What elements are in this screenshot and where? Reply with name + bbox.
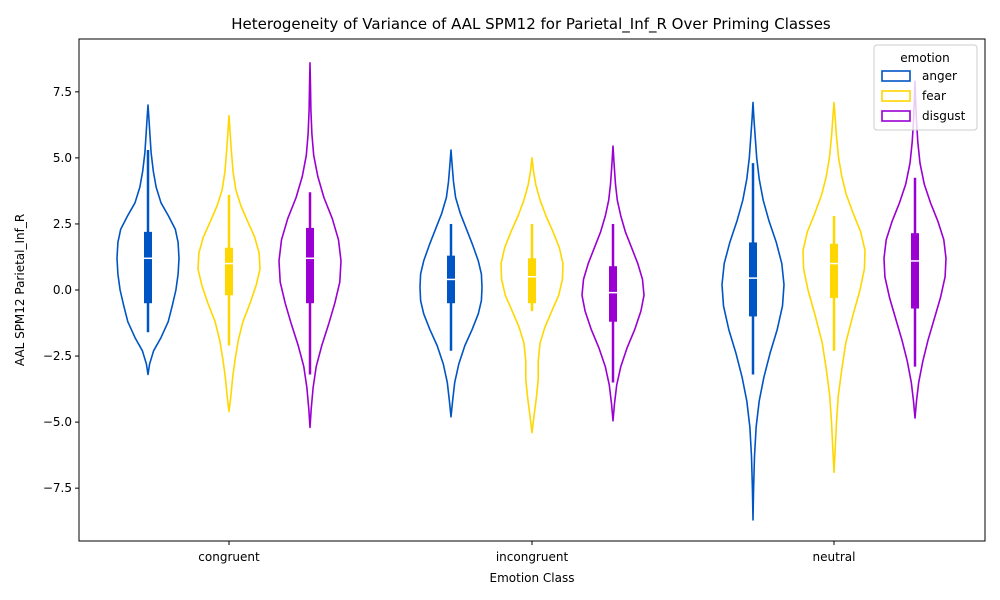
x-axis-label: Emotion Class: [490, 571, 575, 585]
violin-iqr-box: [830, 243, 838, 298]
y-tick-label: 0.0: [53, 283, 72, 297]
legend-title: emotion: [900, 51, 949, 65]
y-axis-label: AAL SPM12 Parietal_Inf_R: [13, 214, 27, 366]
y-axis: −7.5 −5.0 −2.5 0.0 2.5 5.0 7.5: [43, 85, 79, 495]
violin-iqr-box: [306, 227, 314, 304]
x-axis: congruent incongruent neutral: [198, 541, 855, 564]
violin-iqr-box: [609, 266, 617, 322]
x-tick-label: incongruent: [496, 550, 569, 564]
series-anger: [116, 101, 785, 521]
violin-iqr-box: [528, 258, 536, 304]
legend-swatch-disgust: [881, 110, 911, 122]
legend-label-disgust: disgust: [922, 109, 966, 123]
legend-swatch-fear: [881, 90, 911, 102]
violin-outline: [500, 157, 564, 434]
violin-outline: [278, 62, 342, 429]
y-tick-label: −2.5: [43, 349, 72, 363]
y-tick-label: 2.5: [53, 217, 72, 231]
violin-iqr-box: [225, 247, 233, 296]
x-tick-label: congruent: [198, 550, 260, 564]
violin-outline: [419, 149, 483, 418]
y-tick-label: 7.5: [53, 85, 72, 99]
legend-label-anger: anger: [922, 69, 957, 83]
violin-outline: [197, 114, 261, 413]
legend-label-fear: fear: [922, 89, 946, 103]
x-tick-label: neutral: [813, 550, 856, 564]
y-tick-label: 5.0: [53, 151, 72, 165]
legend: emotion anger fear disgust: [873, 44, 978, 131]
plot-frame: [78, 38, 986, 542]
violin-iqr-box: [144, 231, 152, 304]
violin-outline: [581, 145, 645, 422]
series-fear: [197, 101, 866, 474]
y-tick-label: −7.5: [43, 481, 72, 495]
legend-swatch-anger: [881, 70, 911, 82]
violin-iqr-box: [911, 233, 919, 309]
y-tick-label: −5.0: [43, 415, 72, 429]
violin-outline: [721, 101, 785, 521]
chart-title: Heterogeneity of Variance of AAL SPM12 f…: [231, 15, 831, 34]
violin-outline: [116, 104, 180, 376]
violin-iqr-box: [749, 242, 757, 317]
violin-outline: [802, 101, 866, 474]
legend-box: [873, 44, 978, 131]
